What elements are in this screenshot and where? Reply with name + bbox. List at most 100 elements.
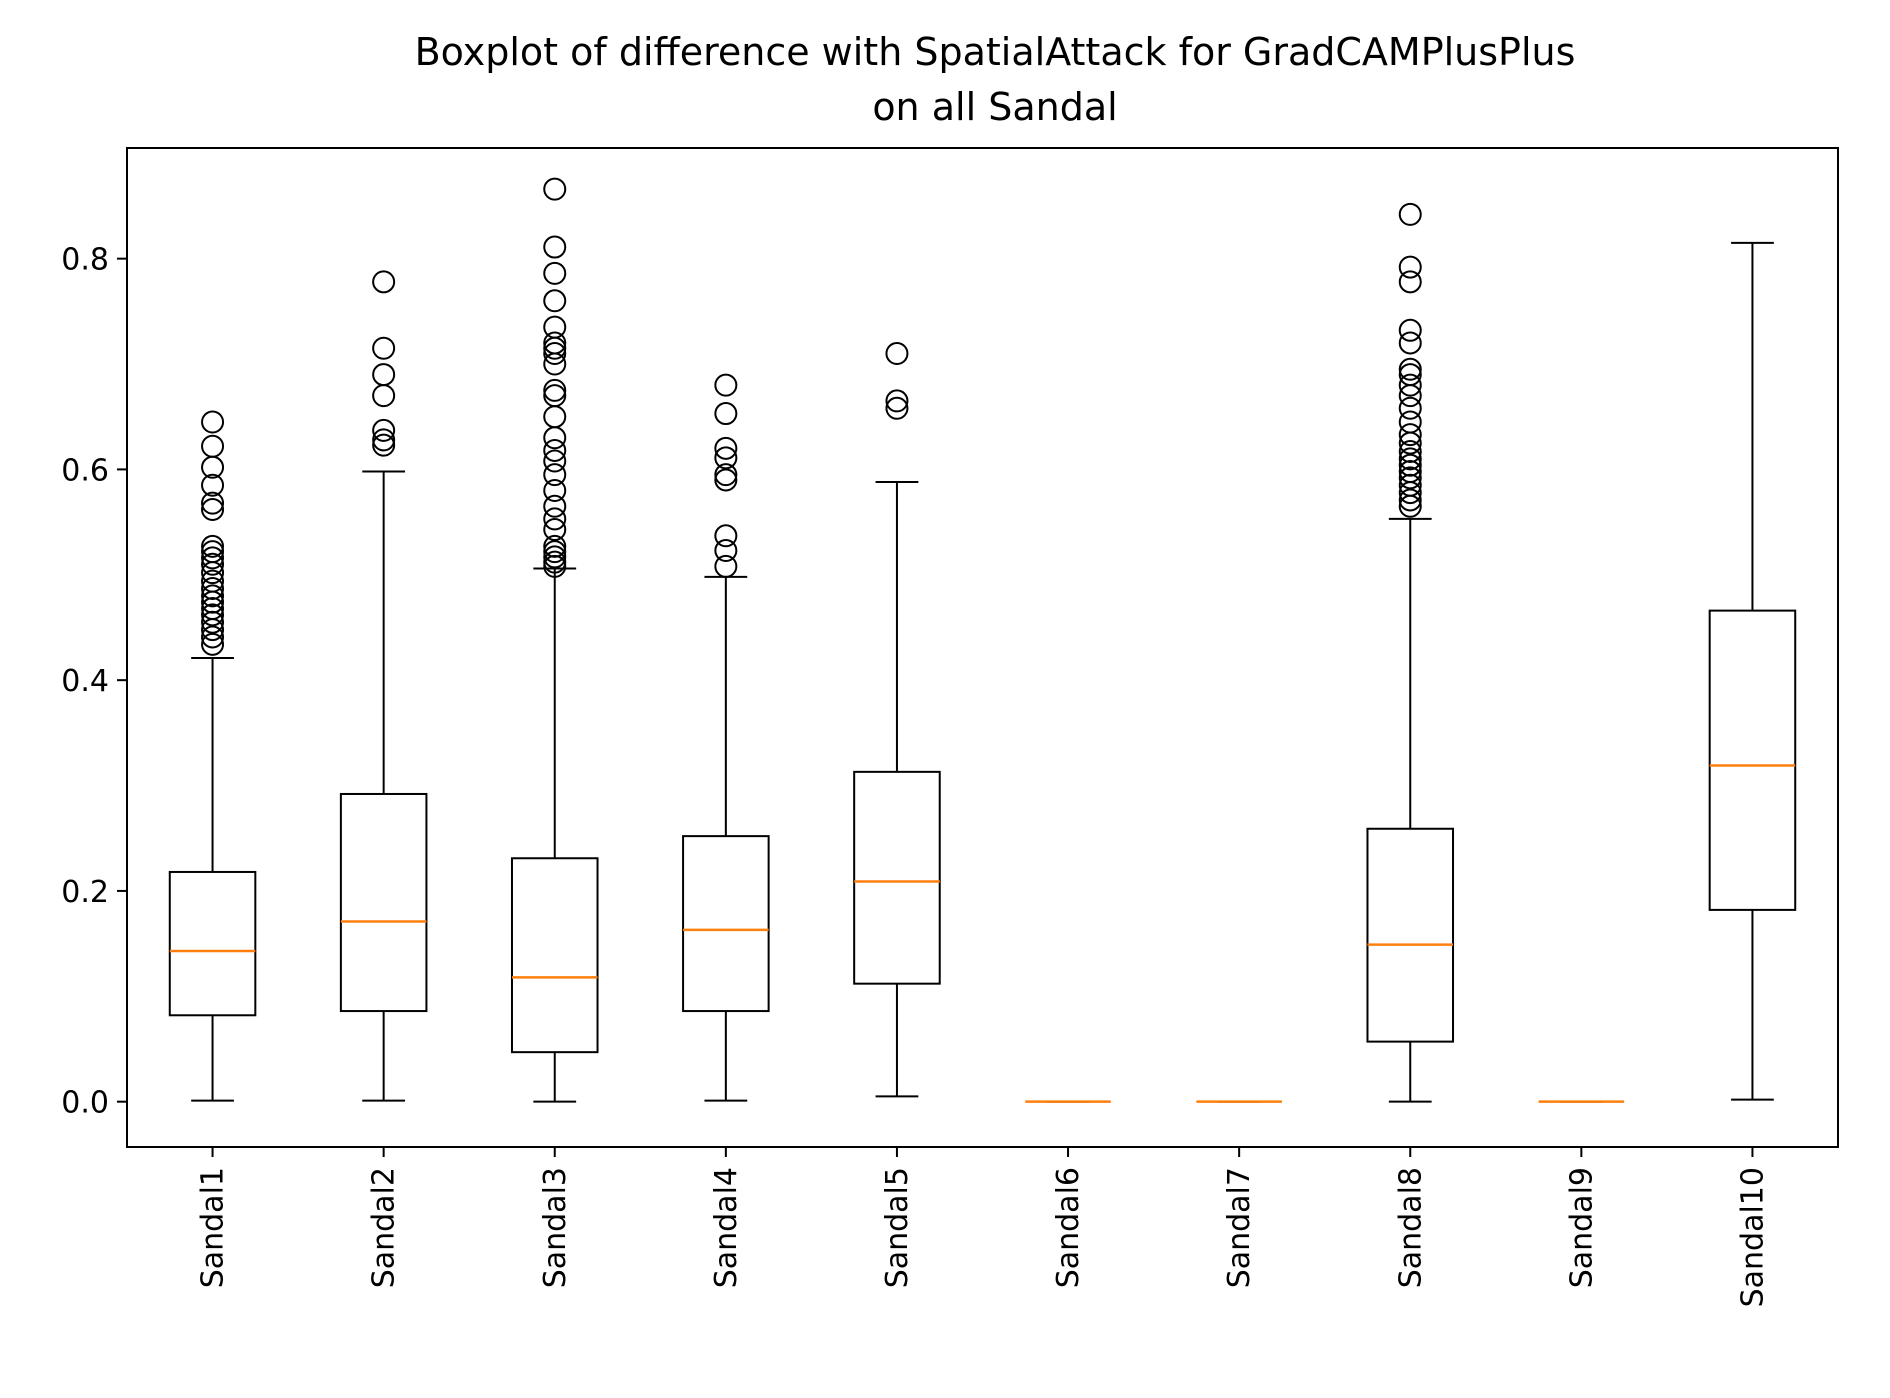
chart-title-line-2: on all Sandal bbox=[872, 85, 1117, 129]
outlier-point bbox=[1398, 270, 1422, 294]
outlier-point bbox=[714, 402, 738, 426]
outlier-point bbox=[372, 336, 396, 360]
iqr-box bbox=[682, 835, 770, 1013]
outlier-point bbox=[201, 603, 225, 627]
outlier-point bbox=[714, 554, 738, 578]
iqr-box bbox=[1708, 609, 1797, 911]
outlier-point bbox=[543, 534, 567, 558]
outlier-point bbox=[543, 478, 567, 502]
outlier-point bbox=[1398, 357, 1422, 381]
outlier-point bbox=[714, 468, 738, 492]
outlier-point bbox=[201, 546, 225, 570]
y-tick-label: 0.6 bbox=[61, 453, 109, 488]
outlier-point bbox=[543, 550, 567, 574]
outlier-point bbox=[372, 384, 396, 408]
outlier-point bbox=[543, 315, 567, 339]
outlier-point bbox=[714, 524, 738, 548]
y-tick-label: 0.4 bbox=[61, 664, 109, 699]
outlier-point bbox=[372, 428, 396, 452]
box-group-sandal5 bbox=[853, 341, 941, 1098]
y-tick-label: 0.2 bbox=[61, 875, 109, 910]
x-tick-label: Sandal10 bbox=[1735, 1167, 1770, 1307]
iqr-box bbox=[853, 770, 941, 985]
outlier-point bbox=[201, 632, 225, 656]
box-group-sandal2 bbox=[339, 270, 428, 1102]
y-tick-label: 0.0 bbox=[61, 1086, 109, 1121]
outlier-point bbox=[201, 569, 225, 593]
axes-frame bbox=[126, 147, 1839, 1148]
outlier-point bbox=[885, 389, 909, 413]
outlier-point bbox=[201, 625, 225, 649]
outlier-point bbox=[1398, 439, 1422, 463]
x-axis: Sandal1 Sandal2 Sandal3 Sandal4 Sandal5 Sanda… bbox=[196, 1147, 1770, 1307]
outlier-point bbox=[1398, 318, 1422, 342]
outlier-point bbox=[1398, 447, 1422, 471]
outlier-point bbox=[714, 373, 738, 397]
outlier-point bbox=[1398, 466, 1422, 490]
iqr-box bbox=[510, 857, 599, 1054]
x-tick-label: Sandal6 bbox=[1051, 1167, 1086, 1288]
x-tick-label: Sandal7 bbox=[1222, 1167, 1257, 1288]
outlier-point bbox=[201, 491, 225, 515]
outlier-point bbox=[714, 446, 738, 470]
outlier-point bbox=[1398, 331, 1422, 355]
outlier-point bbox=[201, 552, 225, 576]
outlier-point bbox=[372, 270, 396, 294]
outlier-point bbox=[543, 384, 567, 408]
outlier-point bbox=[201, 473, 225, 497]
outlier-point bbox=[372, 363, 396, 387]
outlier-point bbox=[201, 434, 225, 458]
chart-title-line-1: Boxplot of difference with SpatialAttack… bbox=[415, 30, 1576, 74]
outlier-point bbox=[543, 449, 567, 473]
x-tick-label: Sandal3 bbox=[538, 1167, 573, 1288]
outlier-point bbox=[1398, 423, 1422, 447]
outlier-point bbox=[1398, 373, 1422, 397]
outlier-point bbox=[885, 396, 909, 420]
outlier-point bbox=[543, 336, 567, 360]
outlier-point bbox=[543, 235, 567, 259]
outlier-point bbox=[1398, 488, 1422, 512]
plot-area bbox=[168, 177, 1797, 1103]
iqr-box bbox=[339, 792, 428, 1013]
box-group-sandal4 bbox=[682, 373, 770, 1102]
y-axis: 0.0 0.2 0.4 0.6 0.8 bbox=[61, 243, 127, 1121]
outlier-point bbox=[1398, 453, 1422, 477]
box-group-sandal3 bbox=[510, 177, 599, 1103]
outlier-point bbox=[1398, 410, 1422, 434]
outlier-point bbox=[714, 463, 738, 487]
outlier-point bbox=[372, 418, 396, 442]
x-tick-label: Sandal8 bbox=[1393, 1167, 1428, 1288]
outlier-point bbox=[543, 331, 567, 355]
box-group-sandal8 bbox=[1366, 202, 1455, 1103]
box-group-sandal1 bbox=[168, 410, 257, 1102]
outlier-point bbox=[543, 540, 567, 564]
outlier-point bbox=[201, 584, 225, 608]
outlier-point bbox=[1398, 396, 1422, 420]
outlier-point bbox=[543, 405, 567, 429]
outlier-point bbox=[1398, 202, 1422, 226]
outlier-point bbox=[201, 497, 225, 521]
outlier-point bbox=[543, 507, 567, 531]
x-tick-label: Sandal5 bbox=[880, 1167, 915, 1288]
outlier-point bbox=[201, 540, 225, 564]
outlier-point bbox=[543, 438, 567, 462]
outlier-point bbox=[201, 534, 225, 558]
x-tick-label: Sandal9 bbox=[1564, 1167, 1599, 1288]
x-tick-label: Sandal2 bbox=[367, 1167, 402, 1288]
outlier-point bbox=[714, 539, 738, 563]
outlier-point bbox=[201, 410, 225, 434]
outlier-point bbox=[543, 494, 567, 518]
outlier-point bbox=[885, 341, 909, 365]
outlier-point bbox=[1398, 363, 1422, 387]
outlier-point bbox=[543, 378, 567, 402]
iqr-box bbox=[168, 870, 257, 1017]
outlier-point bbox=[543, 289, 567, 313]
outlier-point bbox=[543, 426, 567, 450]
outlier-point bbox=[1398, 255, 1422, 279]
outlier-point bbox=[543, 261, 567, 285]
outlier-point bbox=[714, 436, 738, 460]
outlier-point bbox=[543, 463, 567, 487]
outlier-point bbox=[543, 517, 567, 541]
y-tick-label: 0.8 bbox=[61, 243, 109, 278]
